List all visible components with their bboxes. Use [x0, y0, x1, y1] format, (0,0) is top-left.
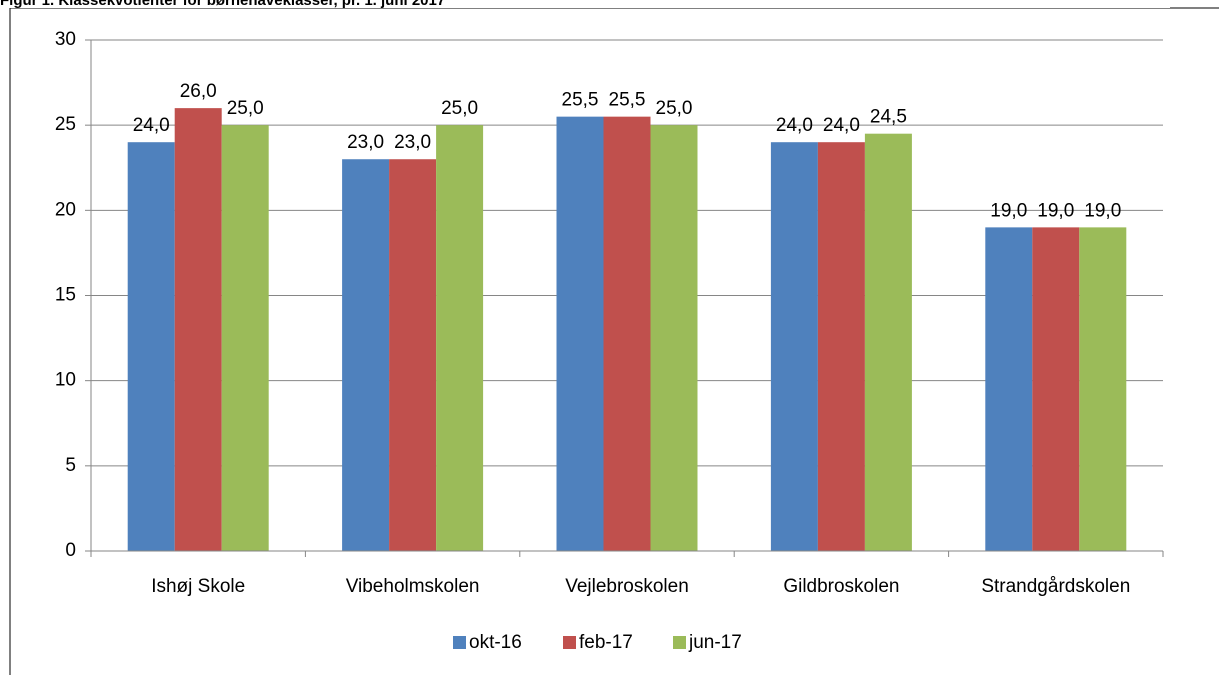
- data-label: 25,5: [562, 90, 599, 111]
- y-tick-label: 5: [65, 455, 76, 476]
- chart-title: Figur 1. Klassekvotienter for børnehavek…: [0, 0, 445, 9]
- legend-label: feb-17: [579, 632, 633, 653]
- data-label: 25,0: [441, 98, 478, 119]
- legend-label: okt-16: [469, 632, 522, 653]
- title-backdrop: [0, 0, 1170, 8]
- bar: [342, 159, 390, 551]
- bar: [556, 116, 604, 552]
- bar: [221, 125, 269, 552]
- bar: [389, 159, 437, 551]
- legend-label: jun-17: [688, 632, 742, 653]
- data-label: 23,0: [394, 132, 431, 153]
- bar: [174, 108, 222, 551]
- x-tick-label: Vibeholmskolen: [346, 576, 480, 597]
- x-tick-label: Strandgårdskolen: [981, 576, 1130, 597]
- bar: [864, 133, 912, 551]
- x-tick-label: Ishøj Skole: [151, 576, 245, 597]
- data-label: 24,0: [133, 115, 170, 136]
- y-tick-label: 30: [55, 29, 76, 50]
- bar: [1032, 227, 1080, 551]
- data-label: 19,0: [990, 200, 1027, 221]
- legend-swatch: [453, 636, 466, 649]
- y-tick-label: 20: [55, 199, 76, 220]
- bar: [1079, 227, 1127, 551]
- x-tick-label: Vejlebroskolen: [565, 576, 689, 597]
- legend-swatch: [563, 636, 576, 649]
- y-tick-label: 0: [65, 540, 76, 561]
- data-label: 24,0: [776, 115, 813, 136]
- bar: [985, 227, 1033, 551]
- data-label: 23,0: [347, 132, 384, 153]
- bar: [436, 125, 484, 552]
- y-tick-label: 10: [55, 370, 76, 391]
- y-tick-label: 15: [55, 285, 76, 306]
- bar: [817, 142, 865, 551]
- bar: [650, 125, 698, 552]
- data-label: 19,0: [1037, 200, 1074, 221]
- data-label: 25,0: [656, 98, 693, 119]
- data-label: 24,0: [823, 115, 860, 136]
- data-label: 19,0: [1084, 200, 1121, 221]
- bar: [770, 142, 818, 551]
- data-label: 25,0: [227, 98, 264, 119]
- x-tick-label: Gildbroskolen: [783, 576, 899, 597]
- legend-swatch: [673, 636, 686, 649]
- bar: [603, 116, 651, 552]
- data-label: 24,5: [870, 107, 907, 128]
- y-tick-label: 25: [55, 114, 76, 135]
- bar: [127, 142, 175, 551]
- data-label: 25,5: [609, 90, 646, 111]
- data-label: 26,0: [180, 81, 217, 102]
